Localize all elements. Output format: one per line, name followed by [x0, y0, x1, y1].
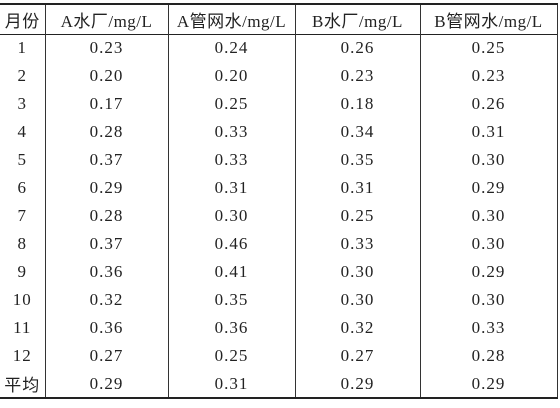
table-row: 4 0.28 0.33 0.34 0.31: [0, 118, 558, 146]
header-cell: A管网水/mg/L: [167, 4, 295, 34]
value-cell: 0.36: [44, 258, 168, 286]
value-cell: 0.33: [167, 118, 295, 146]
value-cell: 0.25: [167, 342, 295, 370]
value-cell: 0.31: [294, 174, 420, 202]
table-row: 3 0.17 0.25 0.18 0.26: [0, 90, 558, 118]
value-cell: 0.32: [44, 286, 168, 314]
header-cell: B水厂/mg/L: [294, 4, 420, 34]
value-cell: 0.35: [294, 146, 420, 174]
month-cell: 8: [17, 234, 27, 253]
value-cell: 0.33: [294, 230, 420, 258]
value-cell: 0.46: [167, 230, 295, 258]
month-cell: 平均: [4, 376, 41, 395]
table-row: 7 0.28 0.30 0.25 0.30: [0, 202, 558, 230]
table-row: 6 0.29 0.31 0.31 0.29: [0, 174, 558, 202]
value-cell: 0.28: [44, 202, 168, 230]
value-cell: 0.26: [419, 90, 558, 118]
month-cell: 3: [17, 94, 27, 113]
value-cell: 0.31: [167, 174, 295, 202]
table-row: 8 0.37 0.46 0.33 0.30: [0, 230, 558, 258]
value-cell: 0.32: [294, 314, 420, 342]
value-cell: 0.30: [294, 258, 420, 286]
table-row: 9 0.36 0.41 0.30 0.29: [0, 258, 558, 286]
header-cell: A水厂/mg/L: [44, 4, 168, 34]
value-cell: 0.36: [44, 314, 168, 342]
value-cell: 0.23: [419, 62, 558, 90]
table-row: 12 0.27 0.25 0.27 0.28: [0, 342, 558, 370]
table-container: 月份 A水厂/mg/L A管网水/mg/L B水厂/mg/L B管网水/mg/L 1 0.…: [0, 3, 558, 399]
value-cell: 0.20: [44, 62, 168, 90]
value-cell: 0.27: [294, 342, 420, 370]
value-cell: 0.37: [44, 230, 168, 258]
value-cell: 0.26: [294, 34, 420, 62]
value-cell: 0.25: [419, 34, 558, 62]
value-cell: 0.29: [419, 370, 558, 398]
value-cell: 0.30: [419, 230, 558, 258]
value-cell: 0.28: [44, 118, 168, 146]
month-cell: 2: [17, 66, 27, 85]
header-row: 月份 A水厂/mg/L A管网水/mg/L B水厂/mg/L B管网水/mg/L: [0, 4, 558, 34]
value-cell: 0.25: [294, 202, 420, 230]
value-cell: 0.29: [294, 370, 420, 398]
value-cell: 0.24: [167, 34, 295, 62]
value-cell: 0.31: [167, 370, 295, 398]
header-cell: B管网水/mg/L: [419, 4, 558, 34]
month-cell: 10: [12, 290, 32, 309]
value-cell: 0.20: [167, 62, 295, 90]
value-cell: 0.30: [294, 286, 420, 314]
value-cell: 0.23: [44, 34, 168, 62]
value-cell: 0.34: [294, 118, 420, 146]
table-body: 1 0.23 0.24 0.26 0.25 2 0.20 0.20 0.23 0.23 3 0.17 0…: [0, 34, 558, 398]
month-cell: 4: [17, 122, 27, 141]
value-cell: 0.30: [419, 286, 558, 314]
value-cell: 0.28: [419, 342, 558, 370]
table-header: 月份 A水厂/mg/L A管网水/mg/L B水厂/mg/L B管网水/mg/L: [0, 4, 558, 34]
value-cell: 0.30: [419, 146, 558, 174]
value-cell: 0.29: [44, 370, 168, 398]
month-cell: 5: [17, 150, 27, 169]
month-cell: 12: [12, 346, 32, 365]
value-cell: 0.29: [419, 174, 558, 202]
header-cell: 月份: [4, 11, 40, 31]
value-cell: 0.33: [167, 146, 295, 174]
value-cell: 0.25: [167, 90, 295, 118]
table-row: 1 0.23 0.24 0.26 0.25: [0, 34, 558, 62]
table-row: 10 0.32 0.35 0.30 0.30: [0, 286, 558, 314]
value-cell: 0.27: [44, 342, 168, 370]
table-row: 11 0.36 0.36 0.32 0.33: [0, 314, 558, 342]
value-cell: 0.36: [167, 314, 295, 342]
value-cell: 0.33: [419, 314, 558, 342]
month-cell: 6: [17, 178, 27, 197]
month-cell: 7: [17, 206, 27, 225]
value-cell: 0.23: [294, 62, 420, 90]
value-cell: 0.30: [419, 202, 558, 230]
value-cell: 0.29: [44, 174, 168, 202]
value-cell: 0.41: [167, 258, 295, 286]
data-table: 月份 A水厂/mg/L A管网水/mg/L B水厂/mg/L B管网水/mg/L 1 0.…: [0, 3, 558, 399]
value-cell: 0.37: [44, 146, 168, 174]
month-cell: 11: [13, 318, 32, 337]
value-cell: 0.29: [419, 258, 558, 286]
value-cell: 0.30: [167, 202, 295, 230]
table-row: 5 0.37 0.33 0.35 0.30: [0, 146, 558, 174]
table-row: 2 0.20 0.20 0.23 0.23: [0, 62, 558, 90]
value-cell: 0.18: [294, 90, 420, 118]
value-cell: 0.35: [167, 286, 295, 314]
table-row: 平均 0.29 0.31 0.29 0.29: [0, 370, 558, 398]
month-cell: 1: [17, 38, 27, 58]
value-cell: 0.17: [44, 90, 168, 118]
month-cell: 9: [17, 262, 27, 281]
value-cell: 0.31: [419, 118, 558, 146]
